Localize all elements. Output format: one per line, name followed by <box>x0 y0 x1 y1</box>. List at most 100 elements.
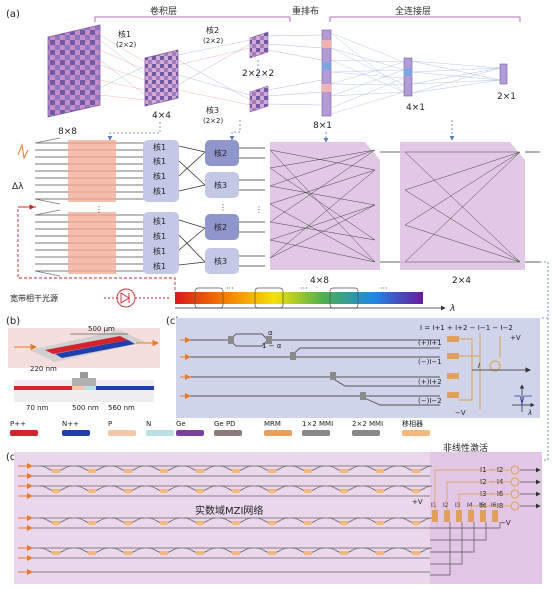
laser-icon <box>116 288 136 308</box>
size-4x1-label: 4×1 <box>406 103 425 113</box>
d-phase-shifter <box>412 551 420 555</box>
fc1-lines <box>330 32 405 115</box>
d-phase-shifter <box>232 521 240 525</box>
k1-to-k23-lines <box>178 145 206 266</box>
conv-layer-bracket <box>94 16 291 22</box>
legend-swatch-3 <box>146 430 174 436</box>
c-inset-lambda: λ <box>527 409 532 417</box>
d-phase-shifter <box>52 469 60 473</box>
d-phase-shifter <box>52 551 60 555</box>
conv1-lines-blue <box>99 39 146 96</box>
d-phase-shifter <box>124 489 132 493</box>
legend-swatch-0 <box>10 430 38 436</box>
legend-swatch-6 <box>264 430 292 436</box>
feature-2x2x2-top <box>249 31 269 59</box>
d-phase-shifter <box>196 469 204 473</box>
d-phase-shifter <box>412 521 420 525</box>
d-phase-shifter <box>160 469 168 473</box>
legend-label-6: MRM <box>264 420 281 428</box>
reshape-title: 重排布 <box>292 5 319 17</box>
fan-in-lines <box>34 137 61 277</box>
spectrum-dots-2: ··· <box>300 284 308 293</box>
c-mmi-blocks <box>228 336 366 400</box>
d-plus-v: +V <box>412 498 423 506</box>
blue-dashed-link-2 <box>540 318 549 461</box>
delta-lambda-icon <box>17 143 29 160</box>
kernel1-label: 核1 <box>118 29 131 39</box>
c-plus-v: +V <box>510 334 521 342</box>
panel-label-b: (b) <box>6 316 20 327</box>
d-phase-shifter <box>340 469 348 473</box>
size-8x1-label: 8×1 <box>313 121 332 131</box>
vector-2x1 <box>499 63 508 85</box>
ellipsis-right: ⋮ <box>255 205 263 214</box>
legend-label-7: 1×2 MMI <box>302 420 333 428</box>
legend-swatch-5 <box>214 430 242 436</box>
fc-layer-bracket <box>329 16 521 22</box>
legend-label-8: 2×2 MMI <box>352 420 383 428</box>
d-phase-shifter <box>376 489 384 493</box>
legend-label-1: N++ <box>62 420 79 428</box>
dashed-down-arrows <box>107 60 455 143</box>
d-phase-shifter <box>232 551 240 555</box>
width-500um: 500 μm <box>88 325 115 333</box>
d-phase-shifter <box>52 489 60 493</box>
modulator-band-bottom <box>68 212 116 274</box>
conv-layer-title: 卷积层 <box>150 5 177 17</box>
d-pd-i4: I4 <box>467 502 473 509</box>
width-560nm: 560 nm <box>108 404 135 412</box>
k1-label-2: 核1 <box>153 171 166 181</box>
d-mzi-network <box>18 463 433 575</box>
thickness-220nm: 220 nm <box>30 365 57 373</box>
vector-4x1 <box>403 57 413 97</box>
d-output-arrows <box>520 467 541 509</box>
panel-label-d: (d) <box>6 452 20 463</box>
c-pd-labels: (+)I+1 (−)I−1 (+)I+2 (−)I−2 <box>418 339 442 405</box>
d-phase-shifter <box>124 521 132 525</box>
size-2x4-label: 2×4 <box>452 276 471 286</box>
d-phase-shifter <box>124 469 132 473</box>
d-phase-shifter <box>340 551 348 555</box>
d-phase-shifter <box>268 521 276 525</box>
d-phase-shifter <box>160 521 168 525</box>
c-pd-label-0: (+)I+1 <box>418 339 442 347</box>
d-phase-shifter <box>304 469 312 473</box>
k1-label-4: 核1 <box>153 216 166 226</box>
k23-label-0: 核2 <box>214 148 227 158</box>
kernel2-size: (2×2) <box>203 37 224 45</box>
legend-label-0: P++ <box>10 420 26 428</box>
kernel1-column <box>143 140 179 274</box>
k23-label-3: 核3 <box>214 256 227 266</box>
size-8x8-label: 8×8 <box>58 127 77 137</box>
k1-label-1: 核1 <box>153 156 166 166</box>
d-pd-i5: I5 <box>479 502 485 509</box>
fc2-lines <box>411 60 501 94</box>
d-minus-v: −V <box>500 519 511 527</box>
input-8x8-image <box>47 24 101 118</box>
modulator-band-top <box>68 140 116 202</box>
d-phase-shifter <box>340 521 348 525</box>
fc-mesh-2x4-lines <box>404 151 521 263</box>
fc-mesh-2x4 <box>400 142 525 270</box>
d-phase-shifter <box>88 469 96 473</box>
d-phase-shifter <box>124 551 132 555</box>
cross-section <box>14 372 154 402</box>
c-current-label: I <box>478 362 480 370</box>
d-phase-shifter <box>304 551 312 555</box>
feature-2x2x2-bottom <box>249 85 269 113</box>
d-phase-shifter <box>160 551 168 555</box>
d-return-wires <box>430 522 501 576</box>
spectrum-dots-3: ··· <box>380 284 388 293</box>
device-photo <box>8 328 160 368</box>
fc-mesh-4x8-lines <box>269 149 376 263</box>
d-pd-i6: I6 <box>491 502 497 509</box>
kernel1-block-labels: 核1 核1 核1 核1 核1 核1 核1 核1 <box>153 142 166 271</box>
panel-label-c: (c) <box>166 316 179 327</box>
size-2x1-label: 2×1 <box>497 92 516 102</box>
d-pd-i3: I3 <box>455 502 461 509</box>
d-phase-shifter <box>196 551 204 555</box>
d-pd-i1: I1 <box>431 502 437 509</box>
reshape-lines <box>267 34 323 106</box>
d-phase-shifter <box>304 489 312 493</box>
